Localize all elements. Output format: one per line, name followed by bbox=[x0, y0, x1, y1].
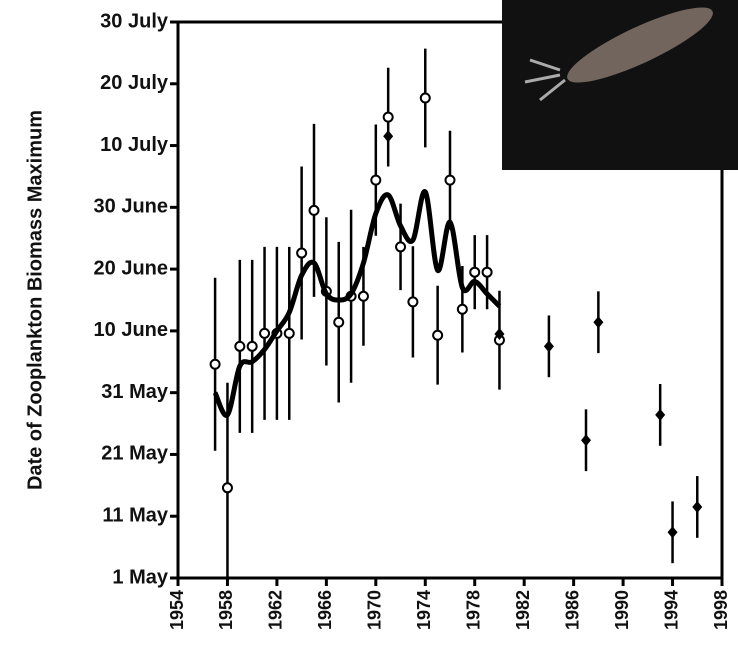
y-tick-label: 20 June bbox=[94, 257, 168, 279]
x-tick-label: 1978 bbox=[463, 590, 483, 630]
diamond-marker bbox=[581, 434, 591, 447]
open-circle-marker bbox=[234, 340, 246, 352]
diamond-marker bbox=[593, 316, 604, 329]
open-circle-marker bbox=[395, 241, 407, 253]
y-tick-label: 1 May bbox=[112, 566, 168, 588]
smoothed-line bbox=[212, 189, 502, 418]
open-circle-marker bbox=[469, 266, 481, 278]
open-circle-marker bbox=[419, 92, 431, 104]
y-tick-label: 11 May bbox=[102, 505, 168, 527]
y-tick-label: 30 June bbox=[94, 196, 168, 218]
open-circle-marker bbox=[432, 329, 444, 341]
x-tick-label: 1990 bbox=[612, 590, 632, 630]
open-circle-marker bbox=[370, 174, 382, 186]
open-circle-marker bbox=[259, 327, 271, 339]
open-circle-marker bbox=[407, 296, 419, 308]
x-tick-label: 1966 bbox=[315, 590, 335, 630]
open-circle-marker bbox=[308, 204, 320, 216]
open-circle-marker bbox=[296, 247, 308, 259]
x-tick-label: 1954 bbox=[167, 590, 187, 630]
y-tick-label: 10 July bbox=[100, 134, 169, 156]
x-tick-label: 1970 bbox=[365, 590, 385, 630]
x-tick-label: 1982 bbox=[513, 590, 533, 630]
y-tick-label: 31 May bbox=[101, 381, 169, 403]
diamond-marker bbox=[383, 130, 394, 143]
open-circle-marker bbox=[246, 340, 258, 352]
y-tick-label: 21 May bbox=[101, 443, 169, 465]
x-tick-label: 1998 bbox=[711, 590, 731, 630]
diamond-marker bbox=[692, 500, 703, 513]
open-circle-marker bbox=[221, 482, 233, 494]
open-circle-marker bbox=[283, 327, 295, 339]
diamond-marker bbox=[494, 327, 505, 340]
plot-frame bbox=[176, 20, 724, 580]
x-tick-label: 1986 bbox=[562, 590, 582, 630]
diamond-marker bbox=[667, 526, 678, 539]
open-circle-marker bbox=[357, 290, 369, 302]
x-tick-label: 1994 bbox=[661, 590, 681, 630]
y-tick-label: 10 June bbox=[94, 319, 168, 341]
open-circle-marker bbox=[444, 174, 456, 186]
diamond-marker bbox=[543, 340, 554, 353]
y-tick-label: 30 July bbox=[100, 10, 169, 32]
x-tick-label: 1958 bbox=[216, 590, 236, 630]
x-tick-label: 1974 bbox=[414, 590, 434, 630]
x-tick-label: 1962 bbox=[266, 590, 286, 630]
krill-photo bbox=[502, 0, 738, 170]
y-axis-title: Date of Zooplankton Biomass Maximum bbox=[24, 110, 46, 490]
open-circle-marker bbox=[382, 111, 394, 123]
open-circle-marker bbox=[209, 358, 221, 370]
diamond-marker bbox=[655, 408, 666, 421]
y-tick-label: 20 July bbox=[100, 72, 169, 94]
open-circle-marker bbox=[333, 316, 345, 328]
open-circle-marker bbox=[481, 266, 493, 278]
open-circle-marker bbox=[456, 303, 468, 315]
